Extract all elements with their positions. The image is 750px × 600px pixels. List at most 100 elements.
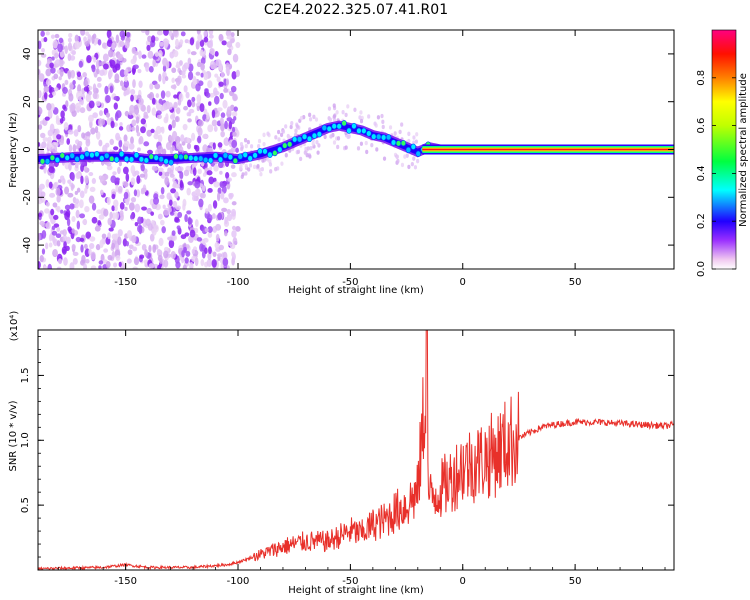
signal-blob — [163, 158, 169, 165]
snr-y-label: SNR (10 * v/v) — [8, 400, 19, 471]
noise-point — [187, 71, 194, 81]
noise-point — [44, 116, 50, 121]
noise-point — [412, 156, 416, 161]
noise-point — [163, 259, 169, 268]
noise-point — [235, 69, 240, 78]
noise-point — [47, 129, 54, 137]
noise-point — [109, 59, 116, 69]
noise-point — [171, 230, 176, 236]
y-tick-label: -40 — [22, 237, 33, 253]
signal-blob — [415, 150, 421, 157]
noise-point — [235, 41, 241, 49]
noise-point — [56, 240, 61, 247]
noise-point — [214, 50, 219, 57]
noise-point — [193, 78, 198, 86]
noise-point — [114, 243, 120, 252]
noise-point — [99, 189, 104, 196]
noise-point — [151, 107, 157, 116]
noise-point — [67, 37, 72, 43]
noise-point — [248, 163, 253, 168]
noise-point — [373, 121, 377, 126]
noise-point — [158, 167, 164, 172]
noise-point — [59, 117, 64, 124]
noise-point — [79, 213, 86, 219]
noise-point — [135, 124, 140, 134]
noise-point — [227, 177, 232, 182]
signal-blob — [282, 142, 288, 149]
noise-point — [125, 173, 130, 182]
signal-blob — [311, 132, 318, 139]
x-tick-label: 0 — [460, 277, 466, 288]
noise-point — [114, 73, 120, 82]
noise-point — [157, 213, 163, 220]
noise-point — [130, 58, 137, 65]
noise-point — [145, 63, 150, 72]
noise-point — [128, 110, 133, 116]
noise-point — [332, 117, 337, 122]
noise-point — [281, 129, 286, 134]
noise-point — [71, 109, 77, 117]
noise-point — [199, 49, 204, 57]
noise-point — [200, 192, 206, 199]
noise-point — [45, 68, 52, 77]
y-tick-label: -20 — [22, 189, 33, 205]
noise-point — [158, 171, 163, 177]
noise-point — [295, 124, 299, 129]
noise-point — [228, 120, 233, 130]
noise-point — [124, 110, 129, 117]
noise-point — [187, 48, 191, 55]
noise-point — [221, 40, 227, 46]
noise-point — [54, 128, 60, 135]
noise-point — [53, 249, 58, 257]
noise-point — [96, 68, 100, 75]
noise-point — [146, 104, 151, 114]
noise-point — [106, 39, 113, 48]
noise-point — [57, 258, 63, 265]
noise-point — [269, 169, 273, 174]
noise-point — [107, 217, 113, 226]
noise-point — [117, 166, 121, 175]
noise-point — [172, 30, 178, 37]
signal-blob — [84, 150, 90, 158]
noise-point — [154, 83, 161, 90]
noise-point — [164, 176, 170, 186]
signal-blob — [59, 152, 65, 159]
signal-blob — [49, 154, 56, 161]
noise-point — [181, 70, 186, 76]
noise-point — [202, 172, 207, 177]
noise-point — [161, 226, 166, 234]
noise-point — [144, 249, 148, 257]
noise-point — [131, 119, 137, 127]
noise-point — [328, 117, 333, 123]
noise-point — [268, 162, 273, 167]
noise-point — [218, 81, 224, 87]
noise-point — [197, 33, 203, 42]
noise-point — [84, 40, 90, 47]
noise-point — [113, 146, 119, 151]
noise-point — [353, 107, 357, 112]
noise-point — [130, 196, 137, 203]
noise-point — [65, 100, 69, 108]
noise-point — [332, 103, 336, 108]
noise-point — [165, 141, 172, 151]
noise-point — [55, 233, 62, 239]
noise-point — [139, 254, 145, 259]
noise-point — [62, 234, 68, 242]
noise-point — [39, 254, 44, 263]
noise-point — [200, 259, 205, 267]
noise-point — [128, 143, 135, 150]
x-tick-label: -50 — [342, 576, 358, 587]
noise-point — [62, 229, 67, 236]
noise-point — [203, 108, 208, 115]
noise-point — [78, 199, 84, 209]
noise-point — [149, 233, 155, 242]
noise-point — [56, 195, 61, 203]
noise-point — [98, 265, 102, 269]
signal-blob — [148, 153, 154, 160]
noise-point — [247, 167, 251, 172]
noise-point — [219, 92, 224, 100]
noise-point — [52, 91, 57, 96]
noise-point — [80, 175, 84, 185]
y-tick-label: 0 — [22, 146, 33, 152]
noise-point — [155, 93, 160, 99]
